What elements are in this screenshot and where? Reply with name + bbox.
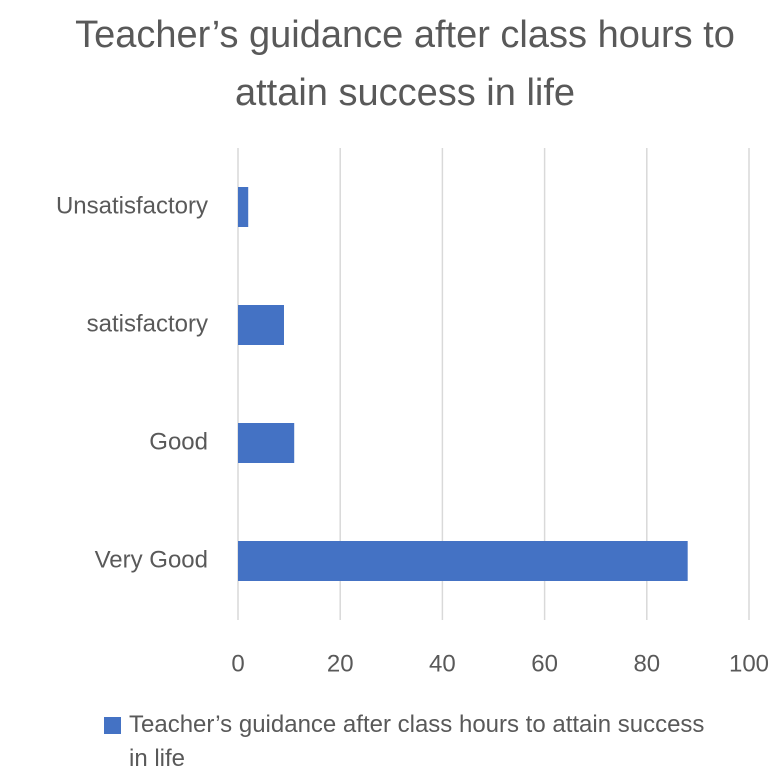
x-tick-label: 80 [633, 650, 660, 677]
x-tick-label: 40 [429, 650, 456, 677]
y-tick-label: Good [149, 428, 208, 455]
bar [238, 187, 249, 227]
y-tick-label: Very Good [95, 546, 208, 573]
y-tick-label: satisfactory [87, 310, 208, 337]
legend: Teacher’s guidance after class hours to … [104, 708, 744, 776]
x-tick-label: 0 [231, 650, 244, 677]
x-tick-label: 20 [327, 650, 354, 677]
plot: 0 20 40 60 80 100 Unsatisfactory satisfactory Go… [56, 148, 769, 677]
legend-swatch [104, 717, 121, 734]
x-tick-label: 60 [531, 650, 558, 677]
bar [238, 541, 688, 581]
x-tick-label: 100 [729, 650, 769, 677]
bar [238, 423, 295, 463]
legend-label: Teacher’s guidance after class hours to … [129, 711, 705, 772]
y-tick-label: Unsatisfactory [56, 192, 208, 219]
chart-title: Teacher’s guidance after class hours to … [75, 14, 735, 114]
bar [238, 305, 284, 345]
